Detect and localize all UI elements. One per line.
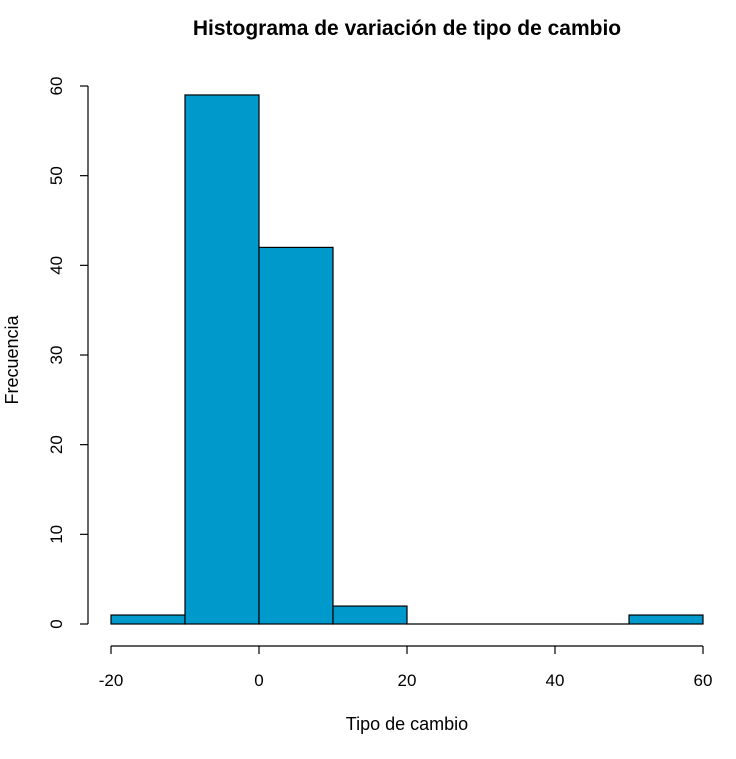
x-axis: -20 0 20 40 60 — [99, 645, 713, 690]
y-tick-label: 10 — [47, 525, 66, 544]
x-tick-label: 20 — [398, 671, 417, 690]
y-tick-label: 30 — [47, 346, 66, 365]
y-tick-label: 20 — [47, 435, 66, 454]
bars-group — [110, 94, 704, 625]
y-axis: 0 10 20 30 40 50 60 — [47, 77, 89, 629]
y-tick-label: 40 — [47, 256, 66, 275]
histogram-bar-0 — [110, 614, 186, 625]
x-tick-label: 60 — [694, 671, 713, 690]
x-tick-label: 40 — [546, 671, 565, 690]
histogram-bar-2 — [258, 246, 334, 625]
chart-title: Histograma de variación de tipo de cambi… — [193, 17, 621, 40]
y-tick-label: 0 — [47, 619, 66, 628]
histogram-bar-7 — [628, 614, 704, 625]
x-axis-label: Tipo de cambio — [346, 714, 468, 734]
x-tick-label: -20 — [99, 671, 124, 690]
y-axis-label: Frecuencia — [2, 314, 22, 404]
y-tick-label: 50 — [47, 166, 66, 185]
x-tick-label: 0 — [254, 671, 263, 690]
histogram-bar-3 — [332, 605, 408, 625]
y-tick-label: 60 — [47, 77, 66, 96]
histogram-bar-1 — [184, 94, 260, 625]
